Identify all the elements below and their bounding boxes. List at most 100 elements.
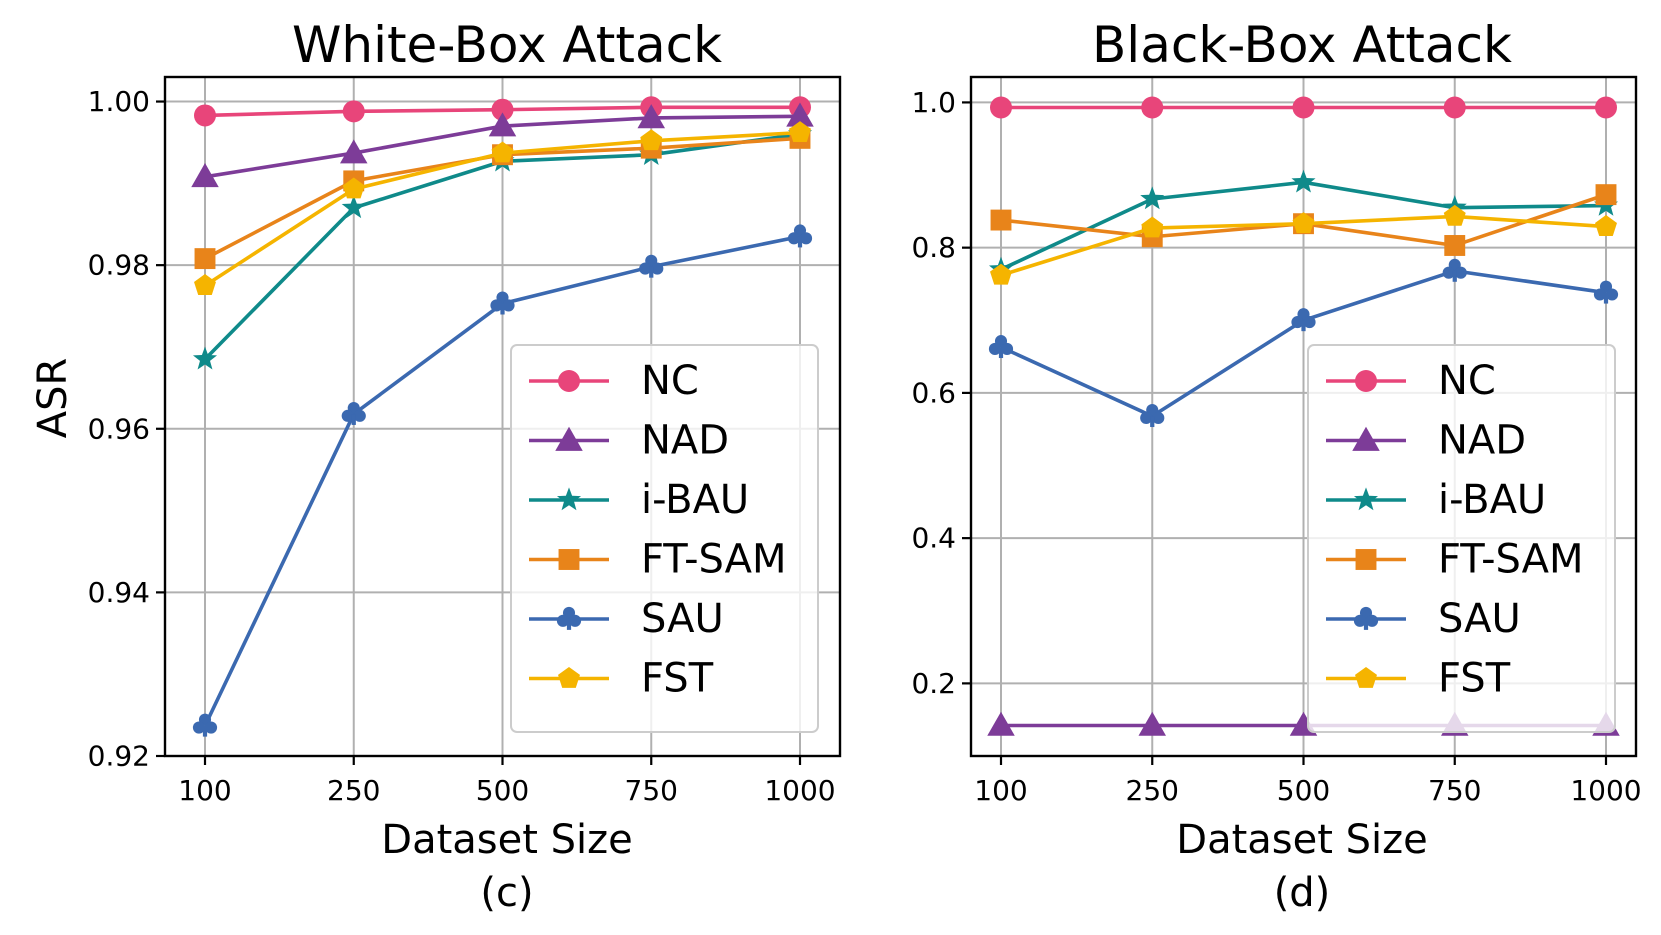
- data-point: [1138, 711, 1166, 736]
- x-axis-label: Dataset Size: [1176, 817, 1427, 863]
- legend-item-i-bau: i-BAU: [529, 477, 749, 523]
- data-point: [1291, 308, 1316, 332]
- data-point: [637, 104, 665, 129]
- legend-label: FT-SAM: [1438, 537, 1584, 583]
- data-point: [1140, 404, 1165, 428]
- data-point: [342, 177, 365, 199]
- white-box-chart: White-Box Attack 100 250 500 750 1000 0.92 0.…: [88, 16, 842, 916]
- data-point: [1291, 169, 1316, 193]
- chart-title: White-Box Attack: [292, 16, 722, 74]
- legend-item-nc: NC: [529, 358, 699, 404]
- data-point: [1443, 204, 1466, 226]
- data-point: [1141, 216, 1164, 238]
- legend-label: FST: [641, 656, 714, 702]
- data-point: [1443, 96, 1466, 119]
- black-box-chart: Black-Box Attack 100 250 500 750 1000 0.2 0.4…: [911, 16, 1641, 916]
- legend-marker: [558, 370, 580, 392]
- data-point: [1292, 212, 1315, 234]
- legend: NC NAD i-BAU FT-SAM SAU FST: [510, 344, 819, 733]
- x-axis-label: Dataset Size: [381, 817, 632, 863]
- x-tick-label: 1000: [764, 774, 835, 807]
- data-point: [1141, 96, 1164, 119]
- x-tick-label: 100: [974, 774, 1027, 807]
- data-point: [990, 96, 1012, 119]
- data-point: [988, 335, 1014, 359]
- data-point: [1595, 96, 1617, 119]
- x-tick-label: 250: [327, 774, 380, 807]
- legend-label: i-BAU: [641, 477, 749, 523]
- legend-label: NC: [1438, 358, 1496, 404]
- data-point: [1292, 96, 1315, 119]
- panel-caption: (d): [1274, 870, 1331, 916]
- x-tick-label: 500: [1277, 774, 1330, 807]
- legend-label: FST: [1438, 656, 1511, 702]
- x-tick-label: 1000: [1570, 774, 1641, 807]
- data-point: [491, 98, 514, 121]
- legend-item-nad: NAD: [1326, 418, 1526, 464]
- data-point: [1442, 258, 1467, 282]
- legend-marker: [1355, 549, 1377, 570]
- data-point: [786, 102, 814, 127]
- x-tick-label: 250: [1126, 774, 1179, 807]
- x-tick-label: 500: [476, 774, 529, 807]
- legend-marker: [1353, 487, 1379, 511]
- x-axis: 100 250 500 750 1000: [178, 756, 836, 807]
- series-fst: [194, 121, 811, 295]
- series-sau: [192, 224, 813, 737]
- series-nc: [194, 96, 811, 127]
- data-point: [640, 129, 663, 151]
- data-point: [987, 711, 1015, 736]
- legend-item-sau: SAU: [1326, 596, 1521, 642]
- data-point: [341, 401, 366, 425]
- series-nc: [990, 96, 1617, 119]
- y-axis: 0.2 0.4 0.6 0.8 1.0: [911, 86, 971, 700]
- legend-marker: [1353, 606, 1379, 630]
- series-sau: [988, 258, 1619, 428]
- data-point: [789, 121, 811, 142]
- data-point: [194, 104, 216, 127]
- y-tick-label: 1.00: [88, 85, 150, 118]
- legend-marker: [1355, 666, 1377, 688]
- legend-marker: [1352, 426, 1380, 451]
- y-tick-label: 0.94: [88, 576, 150, 609]
- chart-title: Black-Box Attack: [1092, 16, 1512, 74]
- legend-item-fst: FST: [1326, 656, 1511, 702]
- legend-label: i-BAU: [1438, 477, 1546, 523]
- y-tick-label: 0.92: [88, 740, 150, 773]
- legend-item-nad: NAD: [529, 418, 729, 464]
- data-point: [194, 274, 216, 295]
- y-tick-label: 0.6: [911, 376, 956, 409]
- series-layer: [191, 96, 814, 737]
- data-point: [1595, 184, 1617, 206]
- legend-label: SAU: [1438, 596, 1521, 642]
- legend-marker: [558, 666, 580, 688]
- legend-label: FT-SAM: [641, 537, 787, 583]
- data-point: [639, 254, 664, 278]
- y-tick-label: 0.2: [911, 667, 956, 700]
- legend-label: NC: [641, 358, 699, 404]
- legend-item-ft-sam: FT-SAM: [1326, 537, 1584, 583]
- x-tick-label: 750: [1428, 774, 1481, 807]
- panel-caption: (c): [480, 870, 533, 916]
- legend-marker: [555, 426, 583, 451]
- legend-marker: [558, 549, 580, 570]
- y-axis: 0.92 0.94 0.96 0.98 1.00: [88, 85, 165, 773]
- data-point: [192, 346, 218, 370]
- data-point: [990, 209, 1012, 231]
- legend-item-nc: NC: [1326, 358, 1496, 404]
- x-tick-label: 750: [625, 774, 678, 807]
- legend-marker: [556, 487, 582, 511]
- y-tick-label: 0.98: [88, 249, 150, 282]
- x-axis: 100 250 500 750 1000: [974, 756, 1642, 807]
- y-tick-label: 0.8: [911, 231, 956, 264]
- legend-item-fst: FST: [529, 656, 714, 702]
- data-point: [1595, 215, 1617, 236]
- x-tick-label: 100: [178, 774, 231, 807]
- series-fst: [990, 204, 1617, 285]
- legend-label: NAD: [1438, 418, 1526, 464]
- data-point: [1140, 186, 1165, 210]
- data-point: [1593, 280, 1619, 304]
- legend-marker: [556, 606, 582, 630]
- data-point: [990, 263, 1012, 285]
